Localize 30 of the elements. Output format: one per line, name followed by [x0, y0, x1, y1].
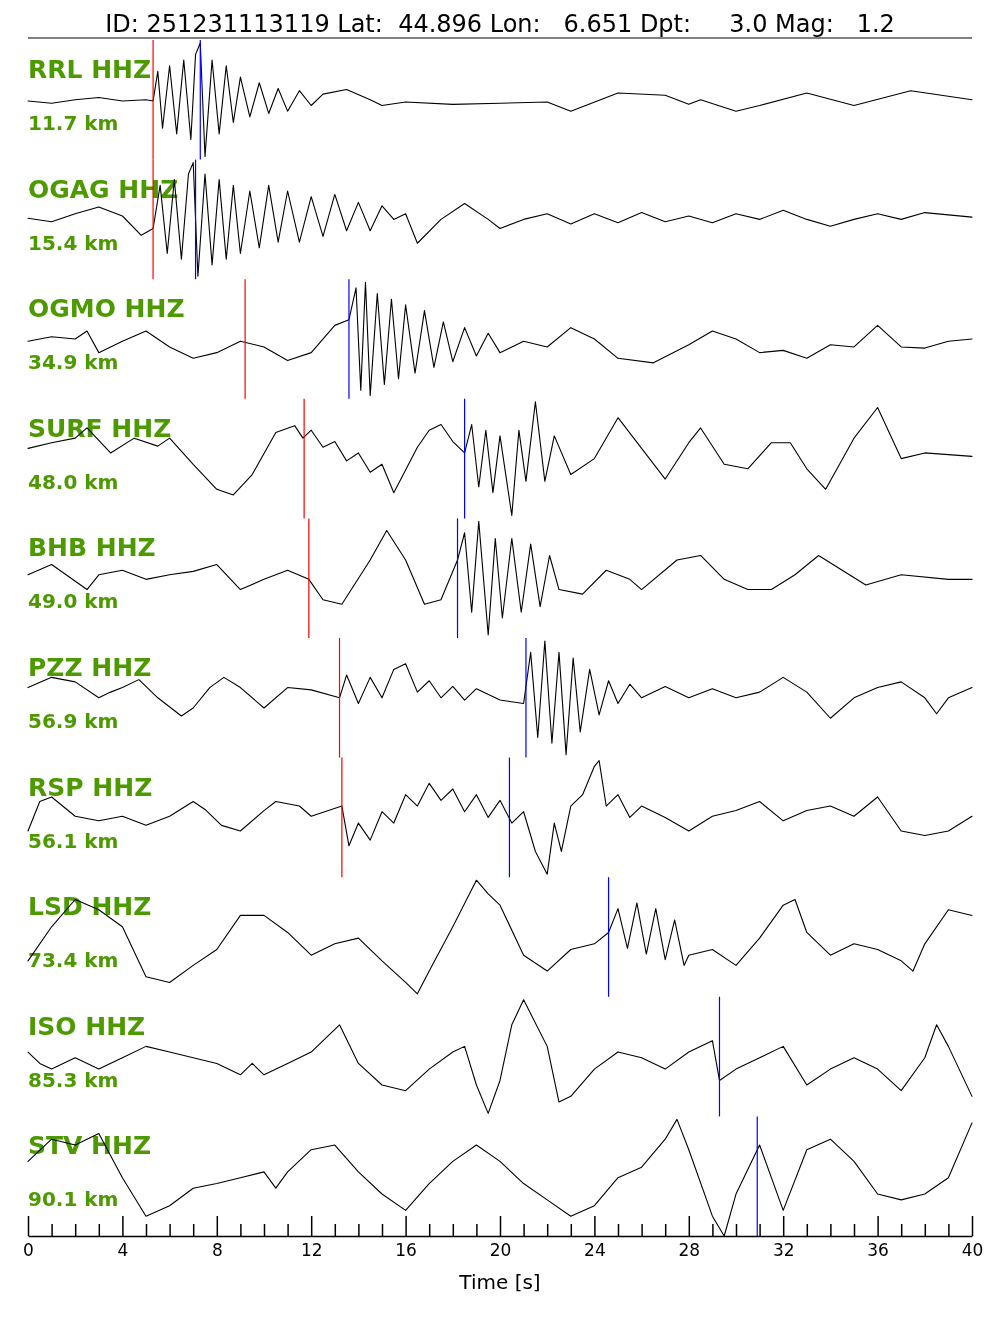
text: 73.4 km [28, 948, 119, 973]
text: 49.0 km [28, 589, 119, 614]
text: PZZ HHZ [28, 653, 152, 682]
text: RRL HHZ [28, 55, 152, 84]
x-tick-label: 40 [961, 1240, 984, 1261]
x-tick-label: 32 [772, 1240, 795, 1261]
x-axis-title: Time [s] [458, 1270, 541, 1294]
text: ID: 251231113119 Lat: 44.896 Lon: 6.651 Dpt: 3.0 Mag: 1.2 [105, 10, 895, 38]
x-tick-label: 8 [211, 1240, 223, 1261]
text: BHB HHZ [28, 533, 156, 563]
text: 85.3 km [28, 1067, 119, 1092]
x-tick-label: 24 [584, 1240, 606, 1261]
text: 90.1 km [28, 1187, 119, 1212]
text: ISO HHZ [28, 1011, 146, 1041]
x-tick-label: 28 [678, 1240, 701, 1261]
text: 11.7 km [28, 111, 119, 135]
x-tick-label: 16 [395, 1240, 417, 1261]
text: 15.4 km [28, 230, 119, 255]
text: 56.9 km [28, 709, 119, 733]
text: 34.9 km [28, 350, 119, 375]
text: SURF HHZ [28, 413, 172, 443]
text: OGMO HHZ [28, 294, 185, 324]
text: 56.1 km [28, 828, 119, 853]
text: 48.0 km [28, 469, 119, 494]
x-tick-label: 12 [300, 1240, 323, 1261]
x-tick-label: 4 [117, 1240, 129, 1261]
x-tick-label: 36 [867, 1240, 889, 1261]
x-tick-label: 0 [23, 1240, 34, 1261]
x-tick-label: 20 [489, 1240, 512, 1261]
text: RSP HHZ [28, 772, 153, 802]
